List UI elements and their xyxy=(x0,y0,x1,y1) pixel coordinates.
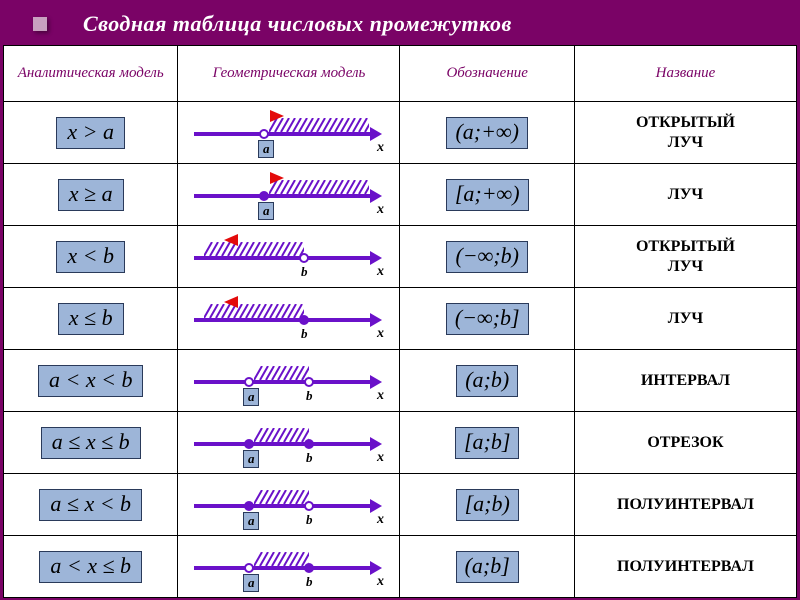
endpoint-closed xyxy=(304,439,314,449)
analytical-model: x > a xyxy=(56,117,125,149)
endpoint-closed xyxy=(299,315,309,325)
endpoint-label: b xyxy=(306,388,313,404)
endpoint-label: b xyxy=(301,326,308,342)
hatch-region xyxy=(269,118,369,132)
hatch-region xyxy=(254,552,309,566)
endpoint-label: a xyxy=(243,450,260,468)
table-row: a < x < bxab(a;b)ИНТЕРВАЛ xyxy=(4,350,797,412)
endpoint-label: a xyxy=(243,512,260,530)
endpoint-label: a xyxy=(258,202,275,220)
table-row: a ≤ x < bxab[a;b)ПОЛУИНТЕРВАЛ xyxy=(4,474,797,536)
table-row: x > a xa (a;+∞) ОТКРЫТЫЙЛУЧ xyxy=(4,102,797,164)
endpoint-closed xyxy=(259,191,269,201)
analytical-model: x < b xyxy=(56,241,125,273)
table-row: a < x ≤ bxab(a;b]ПОЛУИНТЕРВАЛ xyxy=(4,536,797,598)
geometric-model-cell: xab xyxy=(178,536,400,598)
interval-notation: (a;+∞) xyxy=(446,117,528,149)
hatch-region xyxy=(269,180,369,194)
interval-notation: [a;+∞) xyxy=(446,179,529,211)
analytical-model: a ≤ x ≤ b xyxy=(41,427,141,459)
hatch-region xyxy=(204,304,304,318)
number-line: xab xyxy=(194,480,384,530)
page-title: Сводная таблица числовых промежутков xyxy=(3,3,797,45)
interval-notation: (a;b] xyxy=(456,551,519,583)
geometric-model-cell: xab xyxy=(178,412,400,474)
number-line: xab xyxy=(194,356,384,406)
geometric-model-cell: xa xyxy=(178,164,400,226)
interval-name: ОТКРЫТЫЙЛУЧ xyxy=(577,237,794,275)
endpoint-open xyxy=(299,253,309,263)
hatch-region xyxy=(254,428,309,442)
number-line: xab xyxy=(194,418,384,468)
interval-name: ПОЛУИНТЕРВАЛ xyxy=(577,495,794,514)
interval-notation: [a;b] xyxy=(455,427,519,459)
endpoint-open xyxy=(304,501,314,511)
analytical-model: a ≤ x < b xyxy=(39,489,142,521)
interval-name: ПОЛУИНТЕРВАЛ xyxy=(577,557,794,576)
title-bullet xyxy=(33,17,47,31)
header-analytical: Аналитическая модель xyxy=(4,46,178,102)
endpoint-open xyxy=(244,377,254,387)
interval-notation: [a;b) xyxy=(456,489,519,521)
analytical-model: x ≤ b xyxy=(58,303,124,335)
endpoint-label: b xyxy=(306,450,313,466)
direction-arrow-icon xyxy=(270,172,284,184)
number-line: xb xyxy=(194,232,384,282)
analytical-model: x ≥ a xyxy=(58,179,124,211)
intervals-table: Аналитическая модель Геометрическая моде… xyxy=(3,45,797,598)
endpoint-open xyxy=(259,129,269,139)
header-geometric: Геометрическая модель xyxy=(178,46,400,102)
endpoint-label: b xyxy=(306,574,313,590)
interval-name: ЛУЧ xyxy=(577,309,794,328)
interval-name: ЛУЧ xyxy=(577,185,794,204)
endpoint-closed xyxy=(304,563,314,573)
endpoint-open xyxy=(244,563,254,573)
hatch-region xyxy=(254,366,309,380)
interval-notation: (−∞;b] xyxy=(446,303,529,335)
hatch-region xyxy=(204,242,304,256)
table-row: x < b xb (−∞;b) ОТКРЫТЫЙЛУЧ xyxy=(4,226,797,288)
geometric-model-cell: xb xyxy=(178,226,400,288)
geometric-model-cell: xa xyxy=(178,102,400,164)
geometric-model-cell: xab xyxy=(178,474,400,536)
interval-name: ОТРЕЗОК xyxy=(577,433,794,452)
endpoint-label: a xyxy=(243,574,260,592)
endpoint-closed xyxy=(244,439,254,449)
geometric-model-cell: xab xyxy=(178,350,400,412)
header-notation: Обозначение xyxy=(400,46,574,102)
endpoint-label: a xyxy=(243,388,260,406)
interval-name: ОТКРЫТЫЙЛУЧ xyxy=(577,113,794,151)
direction-arrow-icon xyxy=(224,234,238,246)
interval-notation: (−∞;b) xyxy=(446,241,528,273)
interval-name: ИНТЕРВАЛ xyxy=(577,371,794,390)
analytical-model: a < x < b xyxy=(38,365,143,397)
number-line: xa xyxy=(194,108,384,158)
endpoint-label: a xyxy=(258,140,275,158)
endpoint-closed xyxy=(244,501,254,511)
table-row: a ≤ x ≤ bxab[a;b]ОТРЕЗОК xyxy=(4,412,797,474)
header-name: Название xyxy=(574,46,796,102)
analytical-model: a < x ≤ b xyxy=(39,551,142,583)
hatch-region xyxy=(254,490,309,504)
endpoint-open xyxy=(304,377,314,387)
number-line: xa xyxy=(194,170,384,220)
interval-notation: (a;b) xyxy=(456,365,518,397)
direction-arrow-icon xyxy=(270,110,284,122)
geometric-model-cell: xb xyxy=(178,288,400,350)
direction-arrow-icon xyxy=(224,296,238,308)
table-row: x ≤ b xb (−∞;b] ЛУЧ xyxy=(4,288,797,350)
endpoint-label: b xyxy=(301,264,308,280)
table-row: x ≥ a xa [a;+∞) ЛУЧ xyxy=(4,164,797,226)
page-frame: Сводная таблица числовых промежутков Ана… xyxy=(0,0,800,600)
endpoint-label: b xyxy=(306,512,313,528)
number-line: xb xyxy=(194,294,384,344)
number-line: xab xyxy=(194,542,384,592)
